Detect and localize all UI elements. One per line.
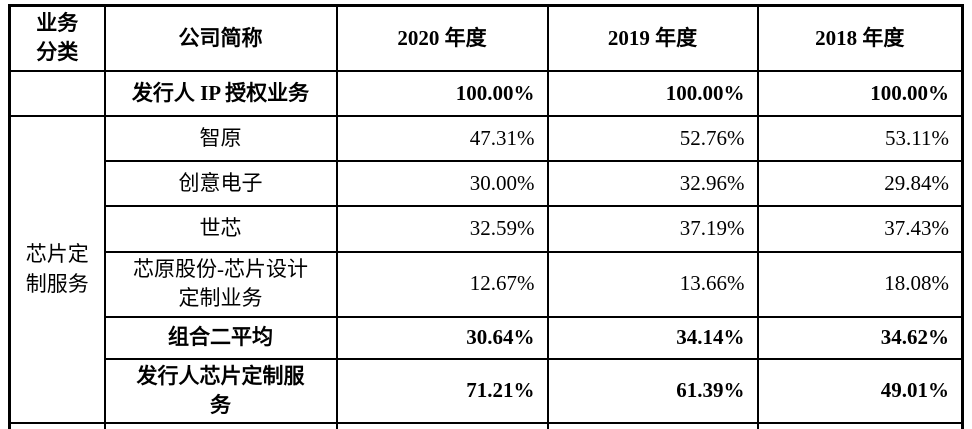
cell-value-2018: 100.00% <box>756 69 964 117</box>
cell-value-2020: 100.00% <box>335 69 549 117</box>
cell-empty <box>103 422 338 429</box>
cell-value-2019: 13.66% <box>546 250 759 318</box>
table-row-faraday: 芯片定制服务 智原 47.31% 52.76% 53.11% <box>8 114 964 425</box>
business-comparison-table: 业务 分类 公司简称 2020 年度 2019 年度 2018 年度 发行人 I… <box>8 4 964 429</box>
cell-empty <box>546 422 759 429</box>
cell-value-2018: 34.62% <box>756 315 964 360</box>
cell-empty <box>335 422 549 429</box>
cell-company-issuer-chip-custom: 发行人芯片定制服 务 <box>103 357 338 425</box>
table-row-ip-license: 发行人 IP 授权业务 100.00% 100.00% 100.00% <box>8 69 964 117</box>
table-header-row: 业务 分类 公司简称 2020 年度 2019 年度 2018 年度 <box>8 4 964 72</box>
cell-value-2019: 61.39% <box>546 357 759 425</box>
header-year-2020: 2020 年度 <box>335 4 549 72</box>
cell-value-2020: 32.59% <box>335 204 549 253</box>
cell-company-verisilicon-design: 芯原股份-芯片设计 定制业务 <box>103 250 338 318</box>
cell-value-2019: 32.96% <box>546 159 759 207</box>
header-business-category: 业务 分类 <box>8 4 106 72</box>
header-year-2018: 2018 年度 <box>756 4 964 72</box>
cell-group-empty <box>8 69 106 117</box>
cell-empty <box>8 422 106 429</box>
cell-value-2020: 47.31% <box>335 114 549 162</box>
cell-value-2018: 37.43% <box>756 204 964 253</box>
cell-company-gucx: 创意电子 <box>103 159 338 207</box>
table-row-group2-average: 组合二平均 30.64% 34.14% 34.62% <box>10 315 964 360</box>
cell-value-2018: 53.11% <box>756 114 964 162</box>
cell-value-2018: 18.08% <box>756 250 964 318</box>
cell-value-2020: 30.00% <box>335 159 549 207</box>
cell-value-2020: 12.67% <box>335 250 549 318</box>
cell-company-faraday: 智原 <box>103 114 338 162</box>
cell-value-2019: 100.00% <box>546 69 759 117</box>
cell-value-2018: 29.84% <box>756 159 964 207</box>
cell-empty <box>756 422 964 429</box>
table-row-issuer-chip-custom: 发行人芯片定制服 务 71.21% 61.39% 49.01% <box>10 357 964 425</box>
table-row-gucx: 创意电子 30.00% 32.96% 29.84% <box>10 159 964 207</box>
cell-value-2020: 30.64% <box>335 315 549 360</box>
cell-company-group2-average: 组合二平均 <box>103 315 338 360</box>
header-year-2019: 2019 年度 <box>546 4 759 72</box>
header-company-name: 公司简称 <box>103 4 338 72</box>
cell-company-alchip: 世芯 <box>103 204 338 253</box>
cell-value-2020: 71.21% <box>335 357 549 425</box>
table-row-alchip: 世芯 32.59% 37.19% 37.43% <box>10 204 964 253</box>
cell-value-2019: 37.19% <box>546 204 759 253</box>
table-row-verisilicon-design: 芯原股份-芯片设计 定制业务 12.67% 13.66% 18.08% <box>10 250 964 318</box>
table-row-partial-clipped <box>8 422 964 429</box>
cell-company-ip-license: 发行人 IP 授权业务 <box>103 69 338 117</box>
cell-value-2019: 34.14% <box>546 315 759 360</box>
cell-value-2019: 52.76% <box>546 114 759 162</box>
cell-value-2018: 49.01% <box>756 357 964 425</box>
cell-group-chip-custom-service: 芯片定制服务 <box>8 114 106 425</box>
